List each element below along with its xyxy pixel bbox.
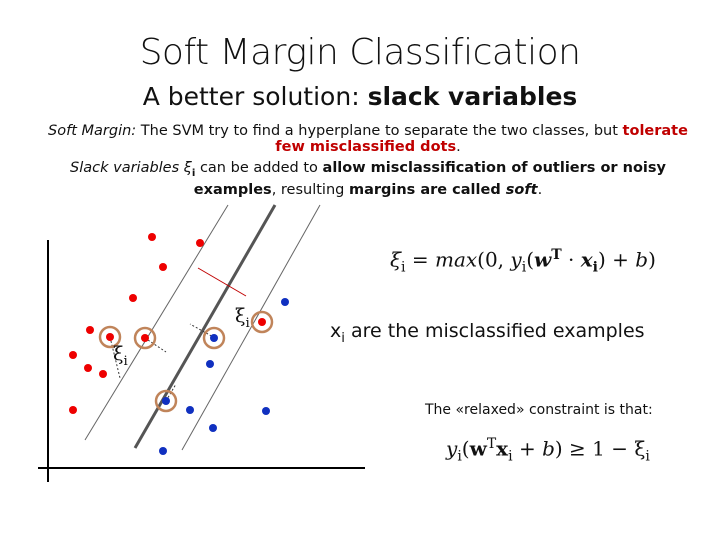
point: [210, 334, 218, 342]
misclassified-rings: [98, 310, 274, 413]
subtitle: A better solution: slack variables: [0, 82, 720, 111]
text-run: are the misclassified examples: [344, 320, 645, 342]
text-run: A better solution:: [142, 82, 368, 111]
point: [86, 326, 94, 334]
slack-label: ξi: [235, 305, 250, 331]
text-run: i: [645, 448, 650, 465]
text-run: i: [341, 330, 345, 346]
constraint-equation: yi(wTxi + b) ≥ 1 − ξi: [446, 436, 650, 465]
text-run: (: [461, 436, 470, 461]
point: [209, 424, 217, 432]
point: [196, 239, 204, 247]
text-run: x: [580, 247, 593, 272]
text-run: b: [635, 247, 649, 272]
text-run: ξ: [390, 247, 402, 272]
text-run: (: [526, 247, 535, 272]
point: [162, 397, 170, 405]
text-run: i: [191, 167, 196, 179]
point: [186, 406, 194, 414]
point: [262, 407, 270, 415]
text-run: ) ≥ 1 − ξ: [554, 436, 646, 461]
text-run: allow misclassification of outliers or n…: [193, 160, 666, 198]
text-run: ): [648, 247, 656, 272]
text-run: i: [457, 448, 462, 465]
ring: [133, 326, 157, 350]
text-run: slack variables: [367, 82, 578, 111]
text-run: margins are called: [348, 181, 506, 198]
red-points: [69, 233, 266, 414]
text-run: can be added to: [195, 160, 323, 176]
text-run: i: [401, 259, 406, 276]
margin-width: [197, 267, 247, 297]
slack-line: [109, 336, 121, 379]
text-run: Slack variables ξ: [70, 160, 192, 176]
text-run: .: [537, 181, 543, 198]
text-run: i: [508, 448, 513, 465]
text-run: T: [486, 436, 497, 452]
point: [159, 263, 167, 271]
blue-points: [159, 298, 289, 455]
text-run: ξ: [235, 305, 246, 327]
point: [206, 360, 214, 368]
text-run: x: [330, 320, 342, 342]
text-run: w: [469, 436, 487, 461]
ring: [154, 389, 178, 413]
text-run: i: [521, 259, 527, 276]
text-run: i: [245, 315, 250, 331]
point: [159, 447, 167, 455]
text-run: ·: [561, 247, 581, 272]
point: [258, 318, 266, 326]
ring: [250, 310, 274, 334]
text-run: =: [405, 247, 435, 272]
margin-line: [84, 204, 229, 441]
point: [69, 351, 77, 359]
text-run: x: [496, 436, 509, 461]
text-run: Soft Margin:: [48, 123, 137, 139]
point: [148, 233, 156, 241]
text-run: y: [510, 247, 522, 272]
point: [106, 333, 114, 341]
text-run: The SVM try to find a hyperplane to sepa…: [136, 123, 623, 139]
constraint-intro: The «relaxed» constraint is that:: [425, 402, 653, 418]
text-run: T: [551, 247, 562, 263]
paragraph: Soft Margin: The SVM try to find a hyper…: [48, 123, 688, 155]
text-run: (0,: [477, 247, 511, 272]
text-run: y: [446, 436, 458, 461]
text-run: tolerate few misclassified dots: [275, 123, 688, 155]
text-run: soft: [505, 181, 538, 198]
margin-line: [181, 204, 321, 451]
slack-label: ξi: [113, 343, 128, 369]
text-run: +: [512, 436, 543, 461]
text-run: b: [542, 436, 555, 461]
text-run: ξ: [113, 343, 124, 365]
paragraph: Slack variables ξi can be added to allow…: [48, 160, 688, 198]
point: [129, 294, 137, 302]
point: [99, 370, 107, 378]
note: xi are the misclassified examples: [330, 320, 645, 346]
text-run: , resulting: [271, 181, 349, 198]
point: [281, 298, 289, 306]
point: [141, 334, 149, 342]
text-run: i: [123, 353, 128, 369]
title: Soft Margin Classification: [139, 32, 581, 73]
ring: [202, 326, 226, 350]
text-run: i: [592, 259, 598, 276]
ring: [98, 325, 122, 349]
slack-equation: ξi = max(0, yi(wT · xi) + b): [390, 247, 656, 276]
text-run: max: [434, 247, 478, 272]
point: [69, 406, 77, 414]
text-run: ) +: [598, 247, 636, 272]
point: [84, 364, 92, 372]
text-run: w: [534, 247, 552, 272]
text-run: .: [456, 139, 461, 155]
